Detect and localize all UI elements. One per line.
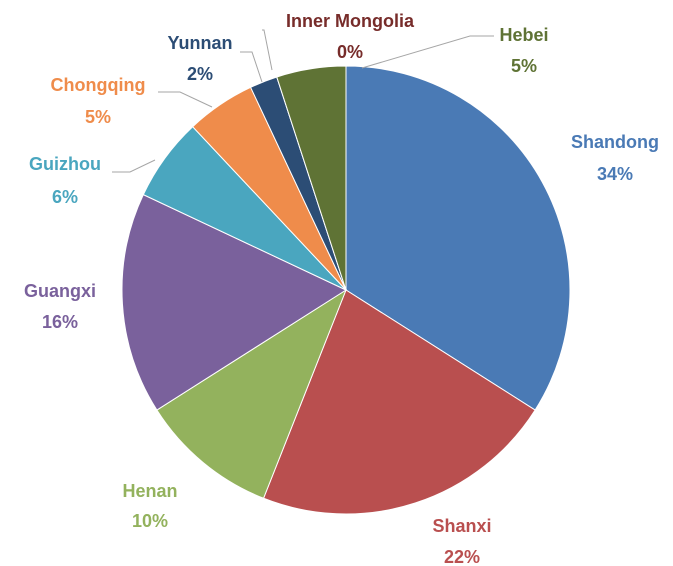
category-label: Yunnan [167, 33, 232, 53]
leader-line [158, 91, 213, 108]
category-label: Shanxi [432, 516, 491, 536]
leader-line [262, 29, 273, 71]
data-label: 10% [132, 511, 168, 531]
leader-line [361, 35, 494, 69]
pie-slice [345, 65, 571, 411]
category-label: Shandong [571, 132, 659, 152]
data-label: 5% [85, 107, 111, 127]
category-label: Hebei [499, 25, 548, 45]
data-label: 5% [511, 56, 537, 76]
data-label: 16% [42, 312, 78, 332]
data-label: 34% [597, 164, 633, 184]
pie-slice [156, 288, 348, 499]
data-label: 22% [444, 547, 480, 566]
pie-slice [121, 193, 348, 411]
category-label: Guangxi [24, 281, 96, 301]
category-label: Henan [122, 481, 177, 501]
data-label: 6% [52, 187, 78, 207]
category-label: Chongqing [51, 75, 146, 95]
leader-line [240, 51, 263, 83]
data-label: 2% [187, 64, 213, 84]
category-label: Inner Mongolia [286, 11, 415, 31]
category-label: Guizhou [29, 154, 101, 174]
pie-slice [262, 289, 536, 515]
data-label: 0% [337, 42, 363, 62]
pie-slice [276, 65, 347, 291]
leader-line [112, 159, 156, 173]
